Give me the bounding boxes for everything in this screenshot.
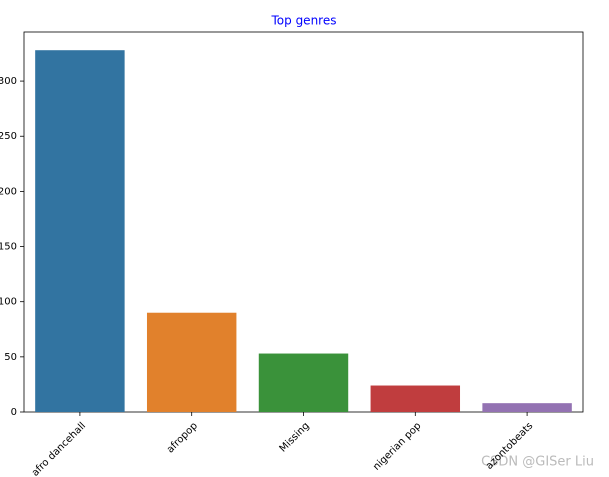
bar <box>146 312 237 412</box>
chart-title: Top genres <box>271 14 337 28</box>
x-tick-label: Missing <box>278 420 312 454</box>
x-tick-label: afropop <box>165 420 200 455</box>
bar <box>370 385 461 412</box>
bar <box>35 50 125 413</box>
y-tick-label: 150 <box>0 242 17 253</box>
y-tick-label: 200 <box>0 186 17 197</box>
x-tick-label: nigerian pop <box>371 420 423 472</box>
y-tick-label: 50 <box>4 352 17 363</box>
y-tick-label: 300 <box>0 76 17 87</box>
bar <box>258 353 349 412</box>
bar <box>482 403 572 412</box>
y-tick-label: 0 <box>11 407 17 418</box>
watermark: CSDN @GISer Liu <box>481 455 594 470</box>
y-tick-label: 100 <box>0 297 17 308</box>
x-tick-label: afro dancehall <box>30 420 88 477</box>
y-tick-label: 250 <box>0 131 17 142</box>
